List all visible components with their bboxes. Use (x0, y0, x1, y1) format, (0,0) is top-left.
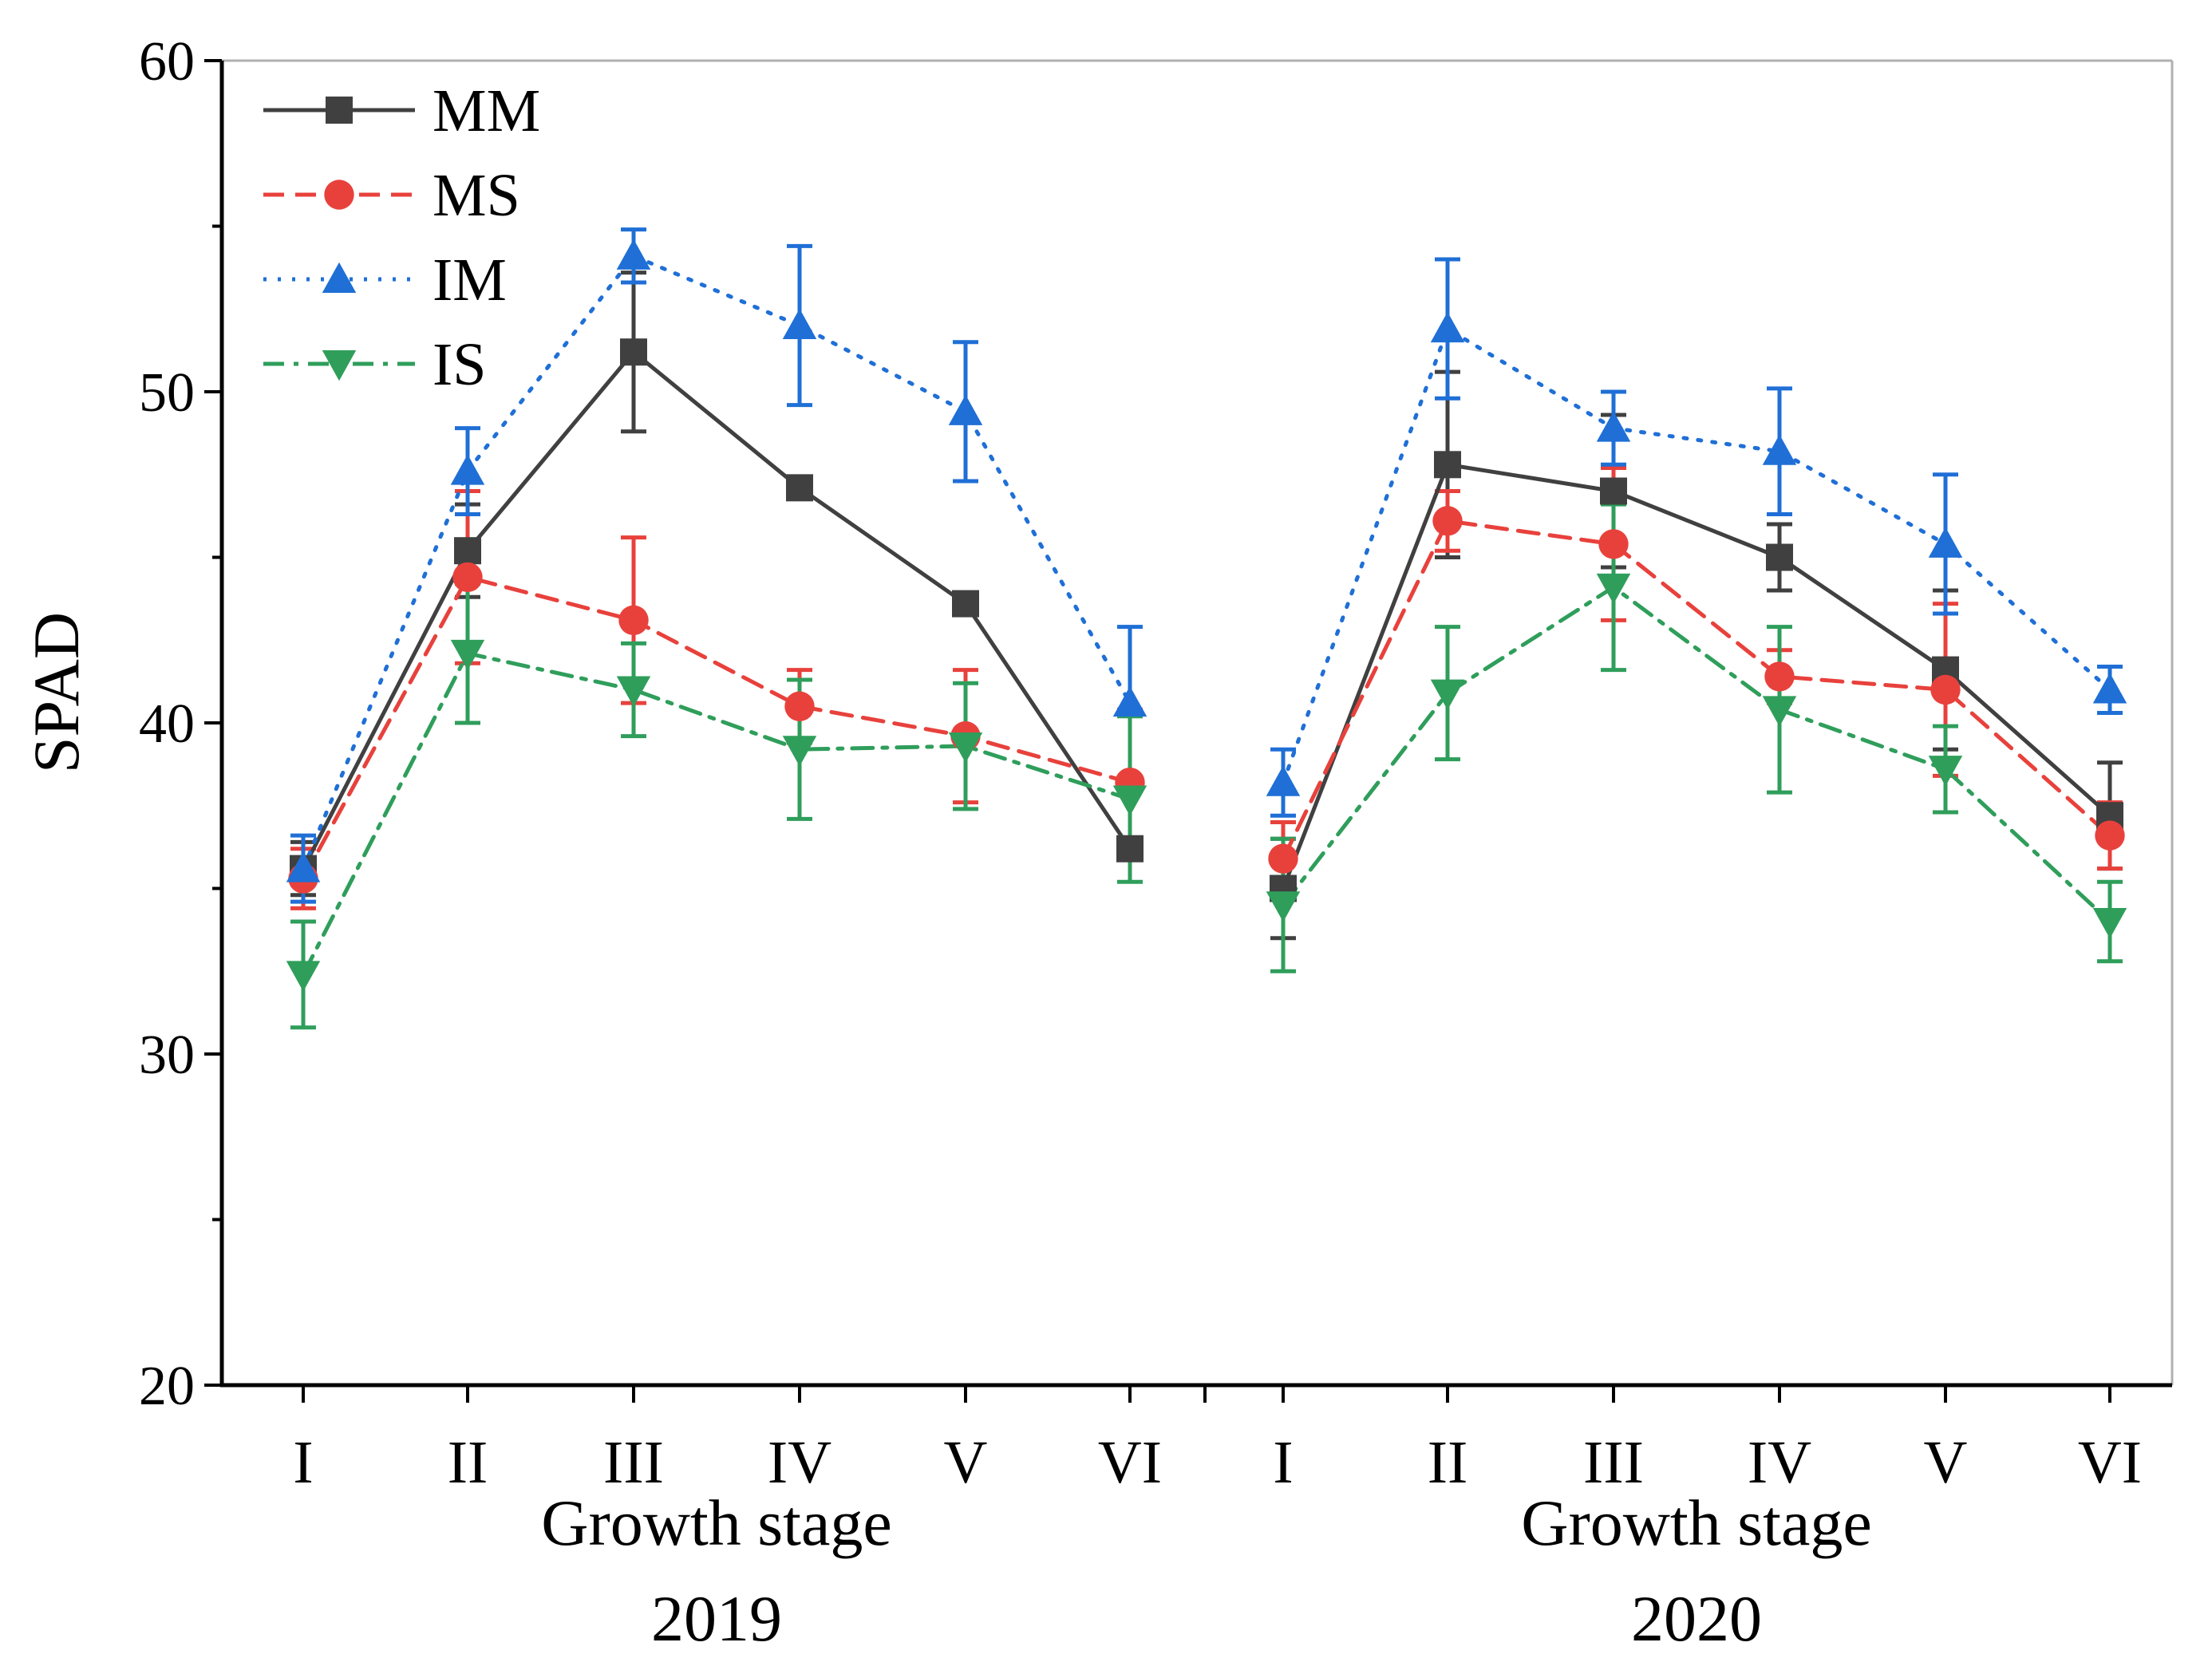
data-point-is (616, 676, 651, 707)
data-point-mm (1600, 477, 1627, 505)
data-point-ms (1598, 529, 1629, 559)
series-line-mm-2019 (301, 349, 1132, 871)
data-point-im (286, 851, 321, 882)
legend-marker (326, 97, 353, 124)
series-line-mm-2020 (1281, 462, 2112, 890)
data-point-is (1596, 573, 1631, 605)
year-label: 2019 (651, 1582, 782, 1655)
legend-item-im: IM (263, 247, 507, 314)
data-point-mm (1116, 835, 1144, 863)
data-point-mm (1766, 543, 1793, 571)
x-tick-label: VI (2078, 1429, 2142, 1496)
series-line-is-2019 (301, 650, 1132, 977)
data-point-is (1928, 756, 1963, 787)
data-point-ms (784, 691, 815, 721)
data-point-im (616, 239, 651, 270)
legend-item-ms: MS (263, 162, 520, 229)
data-point-ms (1930, 674, 1961, 705)
series-line-ms-2020 (1281, 519, 2112, 861)
data-point-is (1112, 785, 1147, 816)
data-point-is (1266, 891, 1301, 922)
data-point-is (286, 961, 321, 992)
series-line-im-2019 (301, 253, 1132, 871)
data-point-is (1430, 679, 1465, 710)
x-tick-label: III (603, 1429, 664, 1496)
data-point-is (782, 736, 817, 767)
legend: MM MS IM IS (263, 77, 540, 398)
legend-marker (322, 350, 357, 381)
data-point-im (1112, 685, 1147, 717)
x-tick-label: V (1924, 1429, 1968, 1496)
data-point-im (948, 394, 983, 425)
legend-marker (322, 262, 357, 293)
data-point-im (1928, 527, 1963, 558)
data-point-is (2092, 908, 2127, 939)
series-line-ms-2019 (301, 574, 1132, 881)
x-tick-label: IV (768, 1429, 831, 1496)
data-point-ms (1764, 661, 1795, 692)
data-point-is (948, 732, 983, 764)
y-tick-label: 40 (139, 693, 195, 755)
plot-frame (219, 59, 2174, 1388)
data-point-im (2092, 673, 2127, 704)
data-point-ms (452, 562, 483, 593)
series-markers (286, 239, 2127, 992)
legend-item-mm: MM (263, 77, 540, 144)
x-tick-label: I (293, 1429, 313, 1496)
y-tick-label: 60 (139, 31, 195, 93)
y-axis-title: SPAD (20, 612, 93, 773)
y-tick-label: 20 (139, 1356, 195, 1417)
y-tick-label: 30 (139, 1024, 195, 1086)
legend-label: IS (433, 331, 487, 398)
x-axis-title: Growth stage (1521, 1486, 1872, 1559)
x-tick-label: II (448, 1429, 488, 1496)
data-point-mm (786, 474, 813, 502)
series-line-im-2020 (1281, 326, 2112, 785)
series-lines (301, 253, 2112, 977)
error-bars (290, 227, 2123, 1030)
data-point-im (1762, 434, 1797, 465)
data-point-is (450, 639, 485, 671)
data-point-mm (952, 590, 979, 618)
y-axis: 20 30 40 50 60 (139, 31, 222, 1417)
data-point-mm (454, 537, 481, 565)
x-tick-label: III (1583, 1429, 1644, 1496)
data-point-im (450, 454, 485, 485)
data-point-mm (620, 338, 647, 366)
x-tick-label: I (1273, 1429, 1293, 1496)
legend-label: MS (433, 162, 520, 229)
x-tick-label: II (1428, 1429, 1468, 1496)
data-point-im (1430, 311, 1465, 343)
legend-label: IM (433, 247, 507, 314)
legend-item-is: IS (263, 331, 487, 398)
legend-label: MM (433, 77, 540, 144)
data-point-mm (1434, 451, 1461, 479)
data-point-im (1596, 411, 1631, 442)
x-tick-label: V (944, 1429, 988, 1496)
x-axis-title: Growth stage (541, 1486, 892, 1559)
y-tick-label: 50 (139, 362, 195, 424)
x-tick-label: VI (1098, 1429, 1162, 1496)
year-label: 2020 (1631, 1582, 1762, 1655)
data-point-ms (1268, 843, 1298, 874)
series-line-is-2020 (1281, 584, 2112, 924)
data-point-ms (1432, 506, 1463, 536)
x-tick-label: IV (1748, 1429, 1811, 1496)
data-point-im (782, 308, 817, 339)
data-point-is (1762, 696, 1797, 727)
data-point-ms (618, 605, 649, 636)
data-point-ms (2095, 820, 2125, 851)
legend-marker (324, 180, 354, 210)
data-point-im (1266, 765, 1301, 796)
